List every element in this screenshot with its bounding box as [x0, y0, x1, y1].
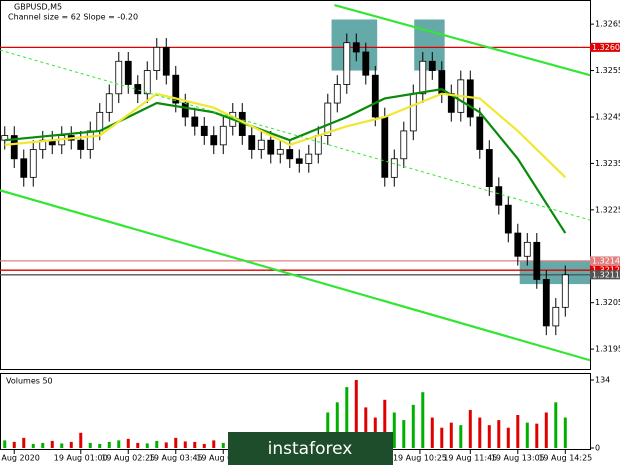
candle-body — [105, 93, 113, 113]
level-label-bg — [590, 42, 620, 52]
candle-body — [381, 116, 389, 178]
candle-body — [10, 135, 18, 160]
x-tick-label: 19 Aug 01:00 — [54, 454, 108, 463]
x-tick-label: 19 Aug 03:45 — [149, 454, 203, 463]
candle-body — [333, 84, 341, 104]
candle-body — [286, 149, 294, 160]
indicator-line — [0, 49, 591, 221]
candle-body — [523, 241, 531, 257]
indicator-line — [4, 92, 567, 179]
logo: instaforex — [268, 439, 353, 459]
chart-title: GBPUSD,M5 — [14, 3, 62, 12]
candle-body — [295, 158, 303, 164]
candle-body — [390, 158, 398, 178]
indicator-line — [334, 4, 591, 77]
candle-body — [276, 149, 284, 155]
candle-body — [400, 130, 408, 160]
candle-body — [200, 125, 208, 136]
chart-subtitle: Channel size = 62 Slope = -0.20 — [8, 13, 138, 22]
x-tick-label: 18 Aug 2020 — [0, 454, 40, 463]
candle-body — [552, 306, 560, 327]
candle-body — [20, 158, 28, 178]
volume-title: Volumes 50 — [6, 377, 53, 386]
candle-body — [124, 60, 132, 85]
level-label: 1.3260 — [592, 43, 620, 52]
indicator-line — [4, 87, 567, 234]
y-tick-label: 1.3225 — [595, 205, 620, 214]
x-tick-label: 19 Aug 14:25 — [538, 454, 592, 463]
y-tick-label: 1.3245 — [595, 112, 620, 121]
level-label: 1.3214 — [592, 256, 620, 265]
x-tick-label: 19 Aug 10:25 — [393, 454, 447, 463]
y-tick-label: 1.3205 — [595, 298, 620, 307]
candle-body — [561, 274, 569, 308]
candle-body — [267, 139, 275, 155]
candle-body — [495, 186, 503, 206]
candle-body — [248, 135, 256, 150]
x-tick-label: 19 Aug 05:05 — [196, 454, 250, 463]
candle-body — [86, 130, 94, 150]
candle-body — [504, 204, 512, 234]
x-tick-label: 19 Aug 13:05 — [491, 454, 545, 463]
volume-tick-label: 0 — [595, 444, 600, 453]
plot: 1.3265 1.3255 1.3245 1.3235 1.3225 1.3205 1.31… — [0, 4, 620, 463]
zone — [519, 260, 590, 285]
volume-tick-label: 134 — [595, 376, 610, 385]
candle-body — [542, 279, 550, 327]
candle-body — [77, 139, 85, 150]
candle-body — [352, 42, 360, 53]
x-tick-label: 19 Aug 11:45 — [443, 454, 497, 463]
level-label: 1.3212 — [592, 266, 620, 275]
candle-body — [153, 46, 161, 71]
candle-body — [162, 46, 170, 76]
candle-body — [210, 135, 218, 146]
candle-body — [134, 84, 142, 95]
logo-box — [228, 432, 393, 465]
candle-body — [343, 42, 351, 85]
candle-body — [514, 232, 522, 257]
candle-body — [428, 60, 436, 71]
candle-body — [181, 102, 189, 118]
candle-body — [29, 149, 37, 178]
x-tick-label: 19 Aug 02:25 — [101, 454, 155, 463]
candle-body — [115, 60, 123, 95]
candle-body — [533, 241, 541, 280]
level-label-bg — [590, 270, 620, 280]
candle-body — [219, 125, 227, 146]
candle-body — [485, 149, 493, 188]
candle-body — [305, 153, 313, 164]
y-tick-label: 1.3195 — [595, 345, 620, 354]
level-label: 1.3211 — [592, 270, 620, 279]
candle-body — [476, 116, 484, 150]
candle-body — [419, 60, 427, 95]
candle-body — [371, 74, 379, 118]
main-frame — [0, 0, 591, 370]
level-label-bg — [590, 265, 620, 275]
y-tick-label: 1.3255 — [595, 66, 620, 75]
candle-body — [172, 74, 180, 104]
candle-body — [324, 102, 332, 136]
candle-body — [409, 93, 417, 132]
indicator-line — [0, 189, 591, 362]
candle-body — [257, 139, 265, 150]
candle-body — [143, 70, 151, 95]
candle-body — [191, 116, 199, 127]
candle-body — [314, 135, 322, 155]
candle-body — [362, 51, 370, 76]
y-tick-label: 1.3265 — [595, 20, 620, 29]
candle-body — [96, 111, 104, 132]
level-label-bg — [590, 256, 620, 266]
y-tick-label: 1.3235 — [595, 159, 620, 168]
